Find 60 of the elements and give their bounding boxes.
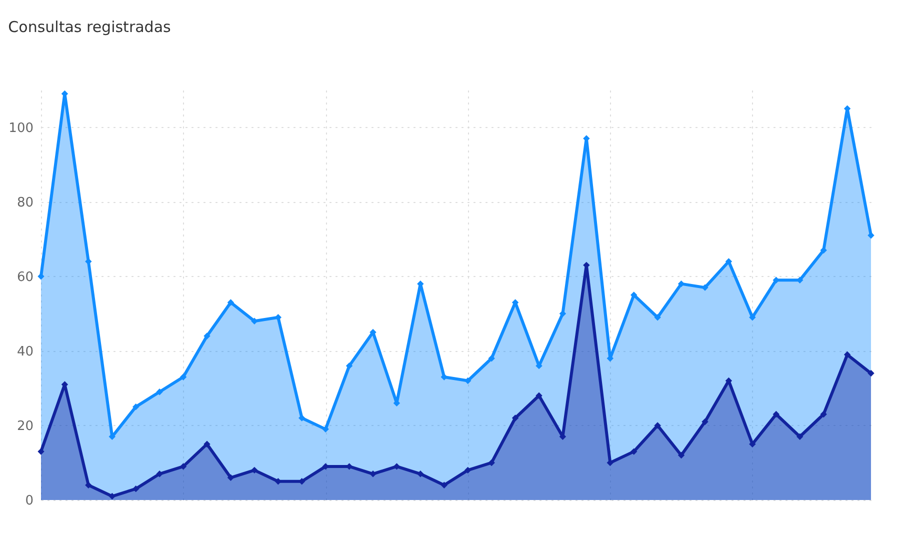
point — [440, 482, 448, 488]
point — [274, 314, 282, 321]
point — [38, 448, 44, 455]
point — [251, 318, 258, 324]
point — [38, 273, 44, 280]
point — [820, 410, 827, 418]
point — [488, 355, 495, 362]
point — [417, 470, 424, 478]
point — [85, 258, 92, 265]
point — [464, 466, 472, 474]
y-tick-label: 60 — [16, 270, 34, 285]
point — [702, 418, 708, 426]
chart-title: Consultas registradas — [8, 18, 172, 36]
point — [630, 292, 638, 298]
point — [132, 403, 140, 410]
point — [654, 314, 661, 321]
point — [156, 470, 163, 478]
point — [298, 414, 306, 422]
point — [512, 414, 519, 422]
point — [678, 452, 685, 459]
point — [678, 280, 685, 288]
point — [227, 474, 234, 481]
point — [298, 478, 306, 485]
point — [85, 482, 92, 488]
point — [204, 440, 210, 448]
point — [393, 463, 400, 470]
point — [868, 370, 874, 377]
point — [204, 332, 210, 340]
y-tick-label: 100 — [8, 120, 34, 136]
point — [180, 463, 187, 470]
point — [772, 410, 780, 418]
y-tick-label: 80 — [16, 195, 34, 210]
point — [251, 466, 258, 474]
point — [370, 470, 376, 478]
point — [274, 478, 282, 485]
point — [725, 258, 732, 265]
y-tick-label: 0 — [25, 494, 34, 508]
y-tick-label: 40 — [16, 344, 34, 360]
point — [488, 459, 495, 466]
point — [464, 377, 472, 384]
point — [227, 299, 234, 306]
y-tick-label: 20 — [16, 418, 34, 434]
point — [132, 485, 140, 492]
point — [536, 392, 542, 399]
point — [630, 448, 638, 455]
point — [772, 276, 780, 284]
point — [796, 276, 804, 284]
point — [108, 492, 116, 500]
point — [702, 284, 708, 291]
point — [796, 433, 804, 440]
point — [654, 422, 661, 429]
point — [346, 362, 353, 370]
point — [156, 388, 163, 396]
point — [440, 374, 448, 380]
point — [868, 232, 874, 239]
point — [749, 440, 756, 448]
point — [180, 374, 187, 380]
point — [844, 351, 851, 358]
point — [322, 426, 329, 433]
point — [606, 459, 614, 466]
